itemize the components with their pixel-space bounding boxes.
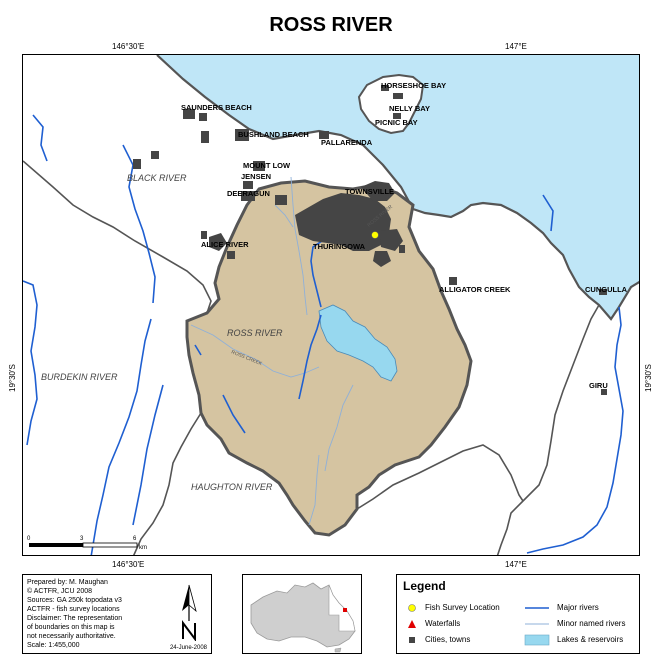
label-deeragun: DEERAGUN xyxy=(227,189,270,198)
coord-bottom-left: 146°30'E xyxy=(112,560,145,569)
label-saunders-beach: SAUNDERS BEACH xyxy=(181,103,252,112)
map-area: SAUNDERS BEACH BUSHLAND BEACH PALLARENDA… xyxy=(22,54,640,556)
label-mount-low: MOUNT LOW xyxy=(243,161,291,170)
label-pallarenda: PALLARENDA xyxy=(321,138,373,147)
label-jensen: JENSEN xyxy=(241,172,271,181)
north-arrow-icon xyxy=(182,584,197,641)
scale-bar: 0 3 6 km xyxy=(27,536,147,551)
label-alice-river: ALICE RIVER xyxy=(201,240,249,249)
credits-line: Scale: 1:455,000 xyxy=(27,642,80,649)
major-rivers xyxy=(23,114,624,555)
coord-right: 19°30'S xyxy=(644,364,653,392)
basin-boundary-north xyxy=(23,160,212,314)
grey-square-icon xyxy=(409,637,415,643)
label-black-river: BLACK RIVER xyxy=(127,173,187,183)
scale-label-6: 6 xyxy=(133,536,137,542)
inset-location-marker xyxy=(343,608,347,612)
red-triangle-icon xyxy=(408,620,416,628)
label-nelly-bay: NELLY BAY xyxy=(389,104,430,113)
inset-map xyxy=(242,574,362,654)
fish-survey-point xyxy=(371,231,379,239)
light-blue-box-icon xyxy=(524,634,550,646)
legend-label-cities: Cities, towns xyxy=(425,635,471,644)
map-canvas: SAUNDERS BEACH BUSHLAND BEACH PALLARENDA… xyxy=(23,55,639,555)
label-ross-river: ROSS RIVER xyxy=(227,328,283,338)
sea xyxy=(157,55,639,319)
coastline xyxy=(156,55,639,321)
legend-label-major-rivers: Major rivers xyxy=(557,603,599,612)
urban-areas xyxy=(133,85,607,395)
qld-highlight xyxy=(328,584,356,632)
label-alligator-creek: ALLIGATOR CREEK xyxy=(439,285,511,294)
coord-top-right: 147°E xyxy=(505,42,527,51)
credits-line: of boundaries on this map is xyxy=(27,624,115,631)
basin-boundary-burdekin xyxy=(133,412,202,555)
legend-title: Legend xyxy=(403,579,446,593)
label-burdekin-river: BURDEKIN RIVER xyxy=(41,372,118,382)
coord-bottom-right: 147°E xyxy=(505,560,527,569)
australia-inset xyxy=(250,582,356,653)
credits-line: Prepared by: M. Maughan xyxy=(27,579,108,586)
scale-unit: km xyxy=(139,545,147,551)
credits-line: Sources: GA 250k topodata v3 xyxy=(27,597,122,604)
light-blue-line-icon xyxy=(525,623,549,625)
credits-line: Disclaimer: The representation xyxy=(27,615,123,622)
label-giru: GIRU xyxy=(589,381,608,390)
basin-boundary-haughton xyxy=(356,444,524,510)
credits-line: not necessarily authoritative. xyxy=(27,633,116,640)
label-picnic-bay: PICNIC BAY xyxy=(375,118,418,127)
label-cungulla: CUNGULLA xyxy=(585,285,628,294)
scale-label-0: 0 xyxy=(27,536,31,542)
blue-line-icon xyxy=(525,607,549,609)
legend-label-minor-rivers: Minor named rivers xyxy=(557,619,626,628)
credits-line: ACTFR - fish survey locations xyxy=(27,606,120,613)
label-bushland-beach: BUSHLAND BEACH xyxy=(238,130,309,139)
yellow-circle-icon xyxy=(408,604,416,612)
map-title: ROSS RIVER xyxy=(269,14,393,36)
legend-box: Legend Fish Survey Location Waterfalls C… xyxy=(396,574,640,654)
credits-text: Prepared by: M. Maughan © ACTFR, JCU 200… xyxy=(27,578,177,650)
ross-catchment xyxy=(185,179,473,537)
ross-dam-lake xyxy=(318,304,398,382)
credits-line: © ACTFR, JCU 2008 xyxy=(27,588,93,595)
credits-box: Prepared by: M. Maughan © ACTFR, JCU 200… xyxy=(22,574,212,654)
label-horseshoe-bay: HORSESHOE BAY xyxy=(381,81,446,90)
magnetic-island xyxy=(357,73,425,135)
minor-rivers xyxy=(190,176,354,526)
coord-top-left: 146°30'E xyxy=(112,42,145,51)
basin-boundary-east xyxy=(496,304,600,555)
scale-label-3: 3 xyxy=(80,536,84,542)
legend-label-fish-survey: Fish Survey Location xyxy=(425,603,500,612)
coord-left: 19°30'S xyxy=(8,364,17,392)
legend-label-lakes: Lakes & reservoirs xyxy=(557,635,624,644)
label-thuringowa: THURINGOWA xyxy=(313,242,366,251)
map-date: 24-June-2008 xyxy=(169,645,207,651)
label-haughton-river: HAUGHTON RIVER xyxy=(191,482,273,492)
legend-label-waterfalls: Waterfalls xyxy=(425,619,461,628)
label-townsville: TOWNSVILLE xyxy=(345,187,394,196)
